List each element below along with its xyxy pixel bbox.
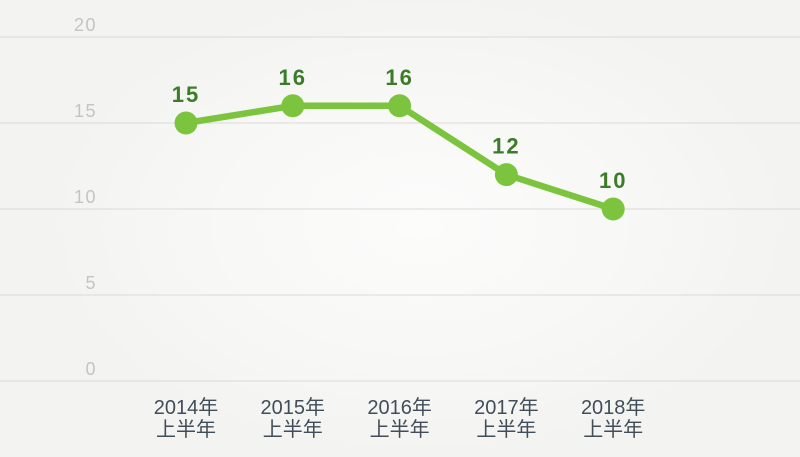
data-point-value-label: 12 <box>492 134 520 159</box>
data-point-value-label: 16 <box>385 65 413 90</box>
y-tick-label: 15 <box>74 101 97 121</box>
x-category-label-line1: 2014年 <box>154 396 219 419</box>
x-category-label-line1: 2016年 <box>367 396 432 419</box>
data-point-value-label: 10 <box>599 168 627 193</box>
x-category-label-line2: 上半年 <box>476 418 536 441</box>
y-tick-label: 20 <box>74 15 97 35</box>
data-point-marker <box>601 197 625 221</box>
data-point-marker <box>174 111 198 135</box>
x-category-label-line1: 2017年 <box>474 396 539 419</box>
x-category-label-line1: 2015年 <box>261 396 326 419</box>
data-point-value-label: 16 <box>279 65 307 90</box>
x-category-label-line2: 上半年 <box>370 418 430 441</box>
x-category-label-line2: 上半年 <box>263 418 323 441</box>
data-point-value-label: 15 <box>172 82 200 107</box>
y-tick-label: 5 <box>85 273 97 293</box>
data-point-marker <box>494 163 518 187</box>
y-tick-label: 10 <box>74 187 97 207</box>
y-tick-label: 0 <box>85 359 97 379</box>
y-axis-tick-labels: 20 15 10 5 0 <box>74 15 97 379</box>
x-category-label-line1: 2018年 <box>581 396 646 419</box>
gridlines <box>0 36 800 382</box>
data-point-marker <box>281 94 305 118</box>
trend-line <box>182 102 617 213</box>
data-series <box>174 94 625 221</box>
data-point-value-labels: 15 16 16 12 10 <box>172 65 627 193</box>
data-point-marker <box>388 94 412 118</box>
x-category-label-line2: 上半年 <box>583 418 643 441</box>
x-category-label-line2: 上半年 <box>156 418 216 441</box>
